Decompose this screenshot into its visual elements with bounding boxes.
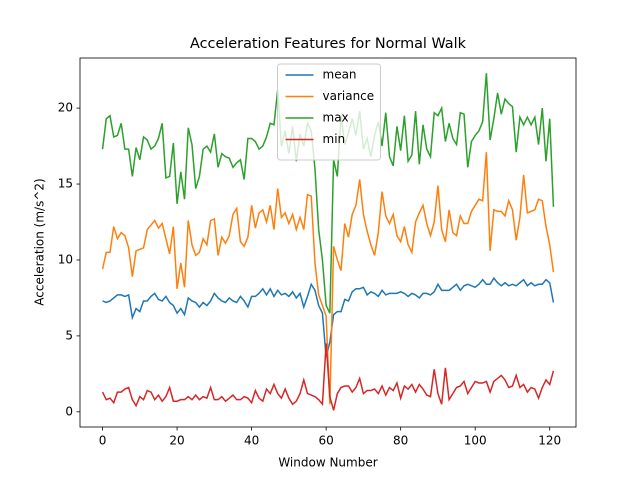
legend-box [277, 63, 381, 161]
x-tick-label: 80 [393, 434, 408, 448]
x-tick-label: 120 [538, 434, 561, 448]
y-tick-label: 15 [58, 177, 73, 191]
axes-frame [79, 57, 577, 428]
x-tick-label: 0 [99, 434, 107, 448]
x-tick-label: 40 [244, 434, 259, 448]
y-tick-label: 5 [65, 328, 73, 342]
y-tick-label: 10 [58, 252, 73, 266]
legend-label: mean [323, 68, 357, 82]
x-tick-label: 20 [169, 434, 184, 448]
x-axis-label: Window Number [278, 456, 377, 470]
legend-label: variance [323, 89, 375, 103]
x-tick-label: 60 [318, 434, 333, 448]
legend-label: min [323, 132, 346, 146]
x-tick-label: 100 [464, 434, 487, 448]
series-line [101, 73, 555, 314]
y-axis-label: Acceleration (m/s^2) [33, 178, 47, 305]
series-line [101, 343, 555, 411]
legend-label: max [323, 111, 349, 125]
y-tick-label: 0 [65, 404, 73, 418]
y-tick-label: 20 [58, 101, 73, 115]
plot-area [101, 73, 555, 411]
chart-title: Acceleration Features for Normal Walk [190, 36, 467, 52]
legend: mean variance max min [277, 63, 381, 161]
